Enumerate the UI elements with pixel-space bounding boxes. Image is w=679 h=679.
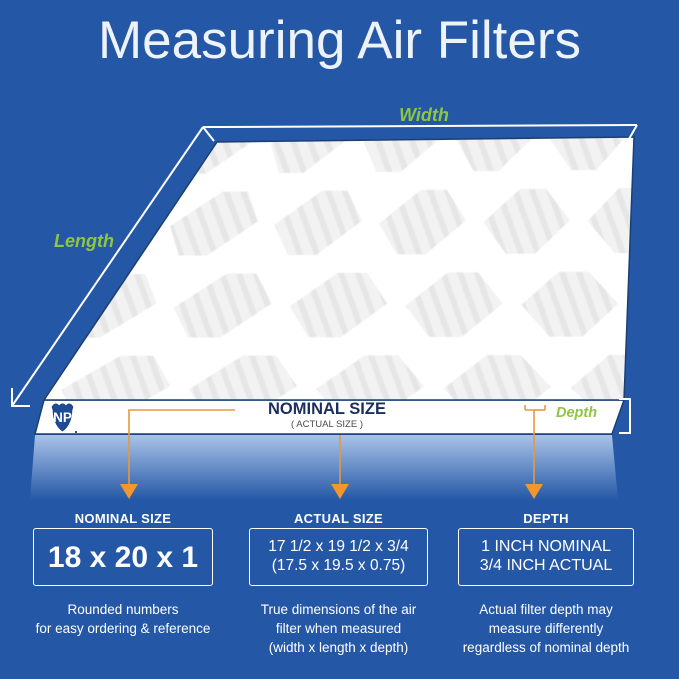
svg-text:Length: Length — [54, 231, 114, 251]
svg-text:( ACTUAL SIZE ): ( ACTUAL SIZE ) — [291, 419, 363, 430]
svg-text:Depth: Depth — [556, 405, 597, 421]
svg-text:NOMINAL SIZE: NOMINAL SIZE — [268, 400, 386, 418]
svg-text:Width: Width — [399, 105, 449, 125]
svg-text:NP: NP — [53, 410, 72, 425]
